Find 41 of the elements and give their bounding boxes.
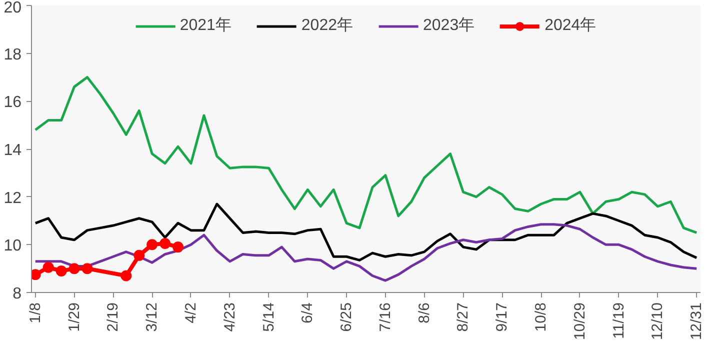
x-tick-label: 5/14: [260, 302, 278, 332]
x-tick-label: 2/19: [104, 302, 122, 332]
line-series: [34, 202, 698, 262]
legend-label: 2022年: [301, 16, 353, 36]
x-tick-label: 4/23: [221, 302, 238, 332]
point: [172, 242, 184, 253]
point: [134, 250, 145, 261]
y-tick-label: 20: [4, 0, 22, 16]
y-tick-label: 14: [4, 142, 22, 159]
x-tick-label: 11/19: [610, 302, 628, 339]
x-tick-label: 10/29: [571, 302, 588, 340]
x-tick-label: 12/31: [688, 302, 706, 340]
y-tick-label: 12: [4, 190, 22, 207]
x-tick-label: 9/17: [494, 302, 511, 332]
point: [146, 239, 158, 250]
point: [42, 262, 54, 273]
point: [56, 265, 67, 276]
x-tick-label: 6/25: [338, 302, 356, 332]
x-tick-label: 1/8: [26, 302, 44, 324]
x-tick-label: 1/29: [66, 302, 83, 332]
x-tick-label: 8/27: [454, 302, 472, 332]
y-tick-label: 10: [4, 238, 22, 255]
x-tick-label: 7/16: [376, 302, 394, 332]
x-tick-label: 3/12: [144, 302, 161, 332]
point: [82, 263, 93, 274]
x-tick-label: 4/2: [182, 302, 200, 324]
y-tick-label: 18: [4, 46, 22, 64]
x-tick-label: 12/10: [649, 302, 666, 340]
x-tick-label: 6/4: [299, 302, 316, 324]
y-tick-label: 16: [4, 94, 22, 112]
y-tick-label: 8: [12, 286, 22, 302]
point: [68, 263, 80, 274]
x-tick-label: 10/8: [532, 302, 550, 332]
point: [120, 270, 132, 282]
legend-label: 2024年: [544, 16, 596, 36]
x-tick-label: 8/6: [416, 302, 433, 324]
line-series: [34, 76, 698, 234]
legend-label: 2021年: [180, 16, 232, 36]
legend-label: 2023年: [423, 16, 475, 36]
line-series: [34, 223, 698, 282]
point: [160, 238, 171, 249]
